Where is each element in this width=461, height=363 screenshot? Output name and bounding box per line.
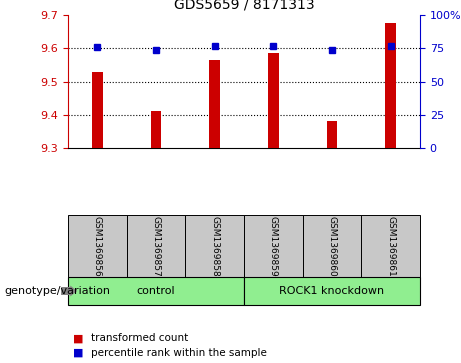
Text: GSM1369861: GSM1369861 — [386, 216, 395, 276]
Bar — [68, 277, 244, 305]
Text: GSM1369856: GSM1369856 — [93, 216, 102, 276]
Bar — [127, 215, 185, 277]
Text: GSM1369860: GSM1369860 — [327, 216, 337, 276]
Bar — [185, 215, 244, 277]
Bar — [92, 72, 103, 148]
Bar — [244, 277, 420, 305]
Bar — [385, 23, 396, 148]
Bar — [244, 215, 303, 277]
Bar — [361, 215, 420, 277]
Bar — [68, 215, 127, 277]
Text: percentile rank within the sample: percentile rank within the sample — [91, 348, 267, 358]
Text: transformed count: transformed count — [91, 333, 188, 343]
Text: ■: ■ — [73, 348, 83, 358]
Text: GSM1369858: GSM1369858 — [210, 216, 219, 276]
Text: GSM1369859: GSM1369859 — [269, 216, 278, 276]
Bar — [268, 53, 278, 148]
Bar — [209, 60, 220, 148]
Text: ROCK1 knockdown: ROCK1 knockdown — [279, 286, 384, 296]
Text: control: control — [137, 286, 175, 296]
Bar — [151, 111, 161, 148]
Text: GSM1369857: GSM1369857 — [152, 216, 160, 276]
Text: genotype/variation: genotype/variation — [5, 286, 111, 296]
Title: GDS5659 / 8171313: GDS5659 / 8171313 — [174, 0, 314, 11]
Bar — [303, 215, 361, 277]
Bar — [327, 121, 337, 148]
Text: ■: ■ — [73, 333, 83, 343]
